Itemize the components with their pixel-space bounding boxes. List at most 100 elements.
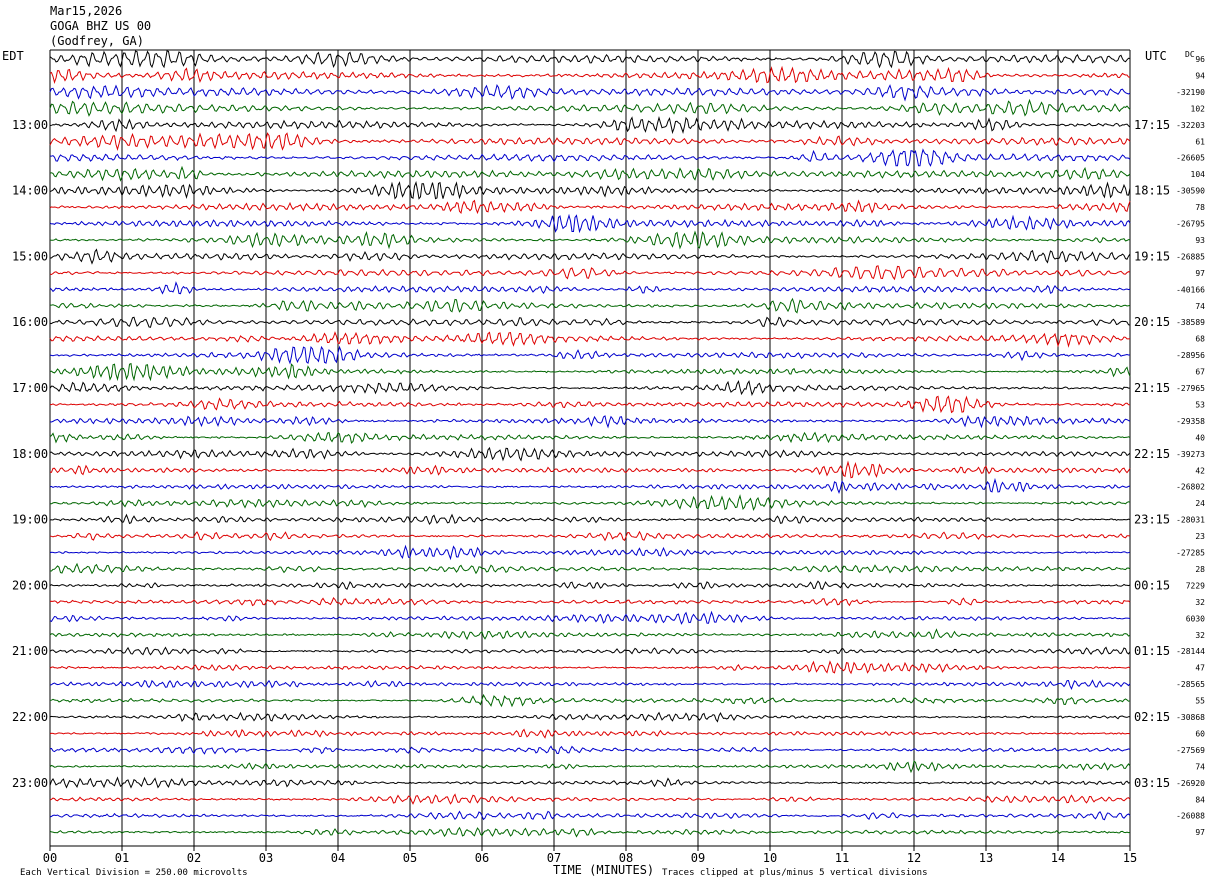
trace-line — [49, 513, 1131, 526]
left-timezone-label: EDT — [2, 49, 24, 63]
x-tick-label: 10 — [763, 851, 777, 865]
seismic-traces — [49, 50, 1131, 838]
dc-offset-label: 97 — [1195, 828, 1205, 837]
dc-offset-label: 6030 — [1186, 614, 1205, 623]
dc-offset-label: -30868 — [1176, 713, 1205, 722]
trace-line — [50, 562, 1131, 575]
trace-line — [49, 281, 1131, 295]
trace-line — [49, 50, 1131, 69]
trace-line — [49, 98, 1131, 117]
trace-line — [49, 776, 1131, 789]
right-hour-label: 03:15 — [1134, 776, 1170, 790]
trace-line — [50, 494, 1131, 511]
dc-offset-label: 47 — [1195, 664, 1205, 673]
left-hour-label: 20:00 — [12, 578, 48, 592]
trace-line — [49, 199, 1131, 215]
x-tick-label: 03 — [259, 851, 273, 865]
right-timezone-label: UTC — [1145, 49, 1167, 63]
x-tick-label: 15 — [1123, 851, 1137, 865]
dc-offset-label: 7229 — [1186, 581, 1205, 590]
dc-offset-label: 53 — [1195, 400, 1205, 409]
trace-line — [49, 679, 1131, 691]
dc-offset-label: -27285 — [1176, 549, 1205, 558]
trace-line — [49, 580, 1131, 590]
x-tick-label: 02 — [187, 851, 201, 865]
record-date: Mar15,2026 — [50, 4, 123, 18]
left-hour-label: 14:00 — [12, 184, 48, 198]
x-tick-label: 01 — [115, 851, 129, 865]
dc-offset-label: 68 — [1195, 335, 1205, 344]
left-hour-label: 18:00 — [12, 447, 48, 461]
dc-offset-label: -26795 — [1176, 220, 1205, 229]
dc-offset-label: 97 — [1195, 269, 1205, 278]
dc-offset-label: 94 — [1195, 71, 1205, 80]
x-tick-label: 05 — [403, 851, 417, 865]
station-location: (Godfrey, GA) — [50, 34, 144, 48]
x-tick-label: 11 — [835, 851, 849, 865]
x-tick-label: 00 — [43, 851, 57, 865]
trace-line — [49, 265, 1131, 281]
trace-line — [49, 316, 1131, 328]
dc-offset-label: -26920 — [1176, 779, 1205, 788]
trace-line — [49, 83, 1131, 102]
trace-line — [49, 180, 1131, 200]
dc-offset-label: -28956 — [1176, 351, 1205, 360]
trace-line — [49, 431, 1131, 444]
dc-offset-label: 32 — [1195, 598, 1205, 607]
dc-offset-label: -30590 — [1176, 187, 1205, 196]
dc-offset-label: -27569 — [1176, 746, 1205, 755]
right-hour-label: 01:15 — [1134, 644, 1170, 658]
dc-offset-label: 96 — [1195, 55, 1205, 64]
trace-line — [49, 230, 1131, 250]
dc-offset-label: 74 — [1195, 762, 1205, 771]
x-tick-label: 06 — [475, 851, 489, 865]
right-hour-label: 19:15 — [1134, 249, 1170, 263]
trace-line — [49, 711, 1131, 723]
trace-line — [49, 460, 1131, 479]
x-tick-label: 07 — [547, 851, 561, 865]
dc-offset-label: 61 — [1195, 137, 1205, 146]
trace-line — [49, 728, 1131, 739]
dc-offset-label: -28565 — [1176, 680, 1205, 689]
right-hour-label: 22:15 — [1134, 447, 1170, 461]
dc-offset-label: 28 — [1195, 565, 1205, 574]
dc-offset-label: 42 — [1195, 466, 1205, 475]
trace-line — [49, 414, 1131, 429]
trace-line — [49, 132, 1131, 151]
left-hour-label: 13:00 — [12, 118, 48, 132]
trace-line — [49, 610, 1131, 625]
dc-offset-label: -32190 — [1176, 88, 1205, 97]
trace-line — [49, 760, 1131, 774]
trace-line — [49, 345, 1130, 365]
dc-offset-label: -26088 — [1176, 812, 1205, 821]
trace-line — [50, 297, 1131, 314]
right-hour-label: 21:15 — [1134, 381, 1170, 395]
dc-offset-label: -28031 — [1176, 516, 1205, 525]
dc-offset-label: 24 — [1195, 499, 1205, 508]
trace-line — [49, 115, 1131, 135]
left-hour-label: 15:00 — [12, 249, 48, 263]
dc-offset-label: -28144 — [1176, 647, 1205, 656]
station-name: GOGA BHZ US 00 — [50, 19, 152, 33]
left-hour-label: 16:00 — [12, 315, 48, 329]
trace-line — [49, 646, 1131, 656]
dc-offset-label: 93 — [1195, 236, 1205, 245]
trace-line — [49, 596, 1131, 607]
left-hour-label: 19:00 — [12, 513, 48, 527]
trace-line — [49, 530, 1131, 542]
trace-line — [49, 793, 1131, 805]
x-tick-label: 12 — [907, 851, 921, 865]
dc-offset-label: 55 — [1195, 697, 1205, 706]
right-hour-label: 00:15 — [1134, 578, 1170, 592]
trace-line — [49, 380, 1130, 397]
dc-offset-label: -27965 — [1176, 384, 1205, 393]
axis-labels: 00 01 02 03 04 05 06 07 08 09 10 11 12 13 14 15 96 94 -321… — [12, 55, 1205, 865]
trace-line — [49, 331, 1131, 348]
trace-line — [50, 148, 1131, 167]
clip-note: Traces clipped at plus/minus 5 vertical … — [662, 868, 928, 878]
dc-offset-label: -29358 — [1176, 417, 1205, 426]
trace-line — [49, 745, 1131, 755]
right-hour-label: 18:15 — [1134, 184, 1170, 198]
dc-offset-label: -26802 — [1176, 483, 1205, 492]
trace-line — [49, 628, 1131, 641]
